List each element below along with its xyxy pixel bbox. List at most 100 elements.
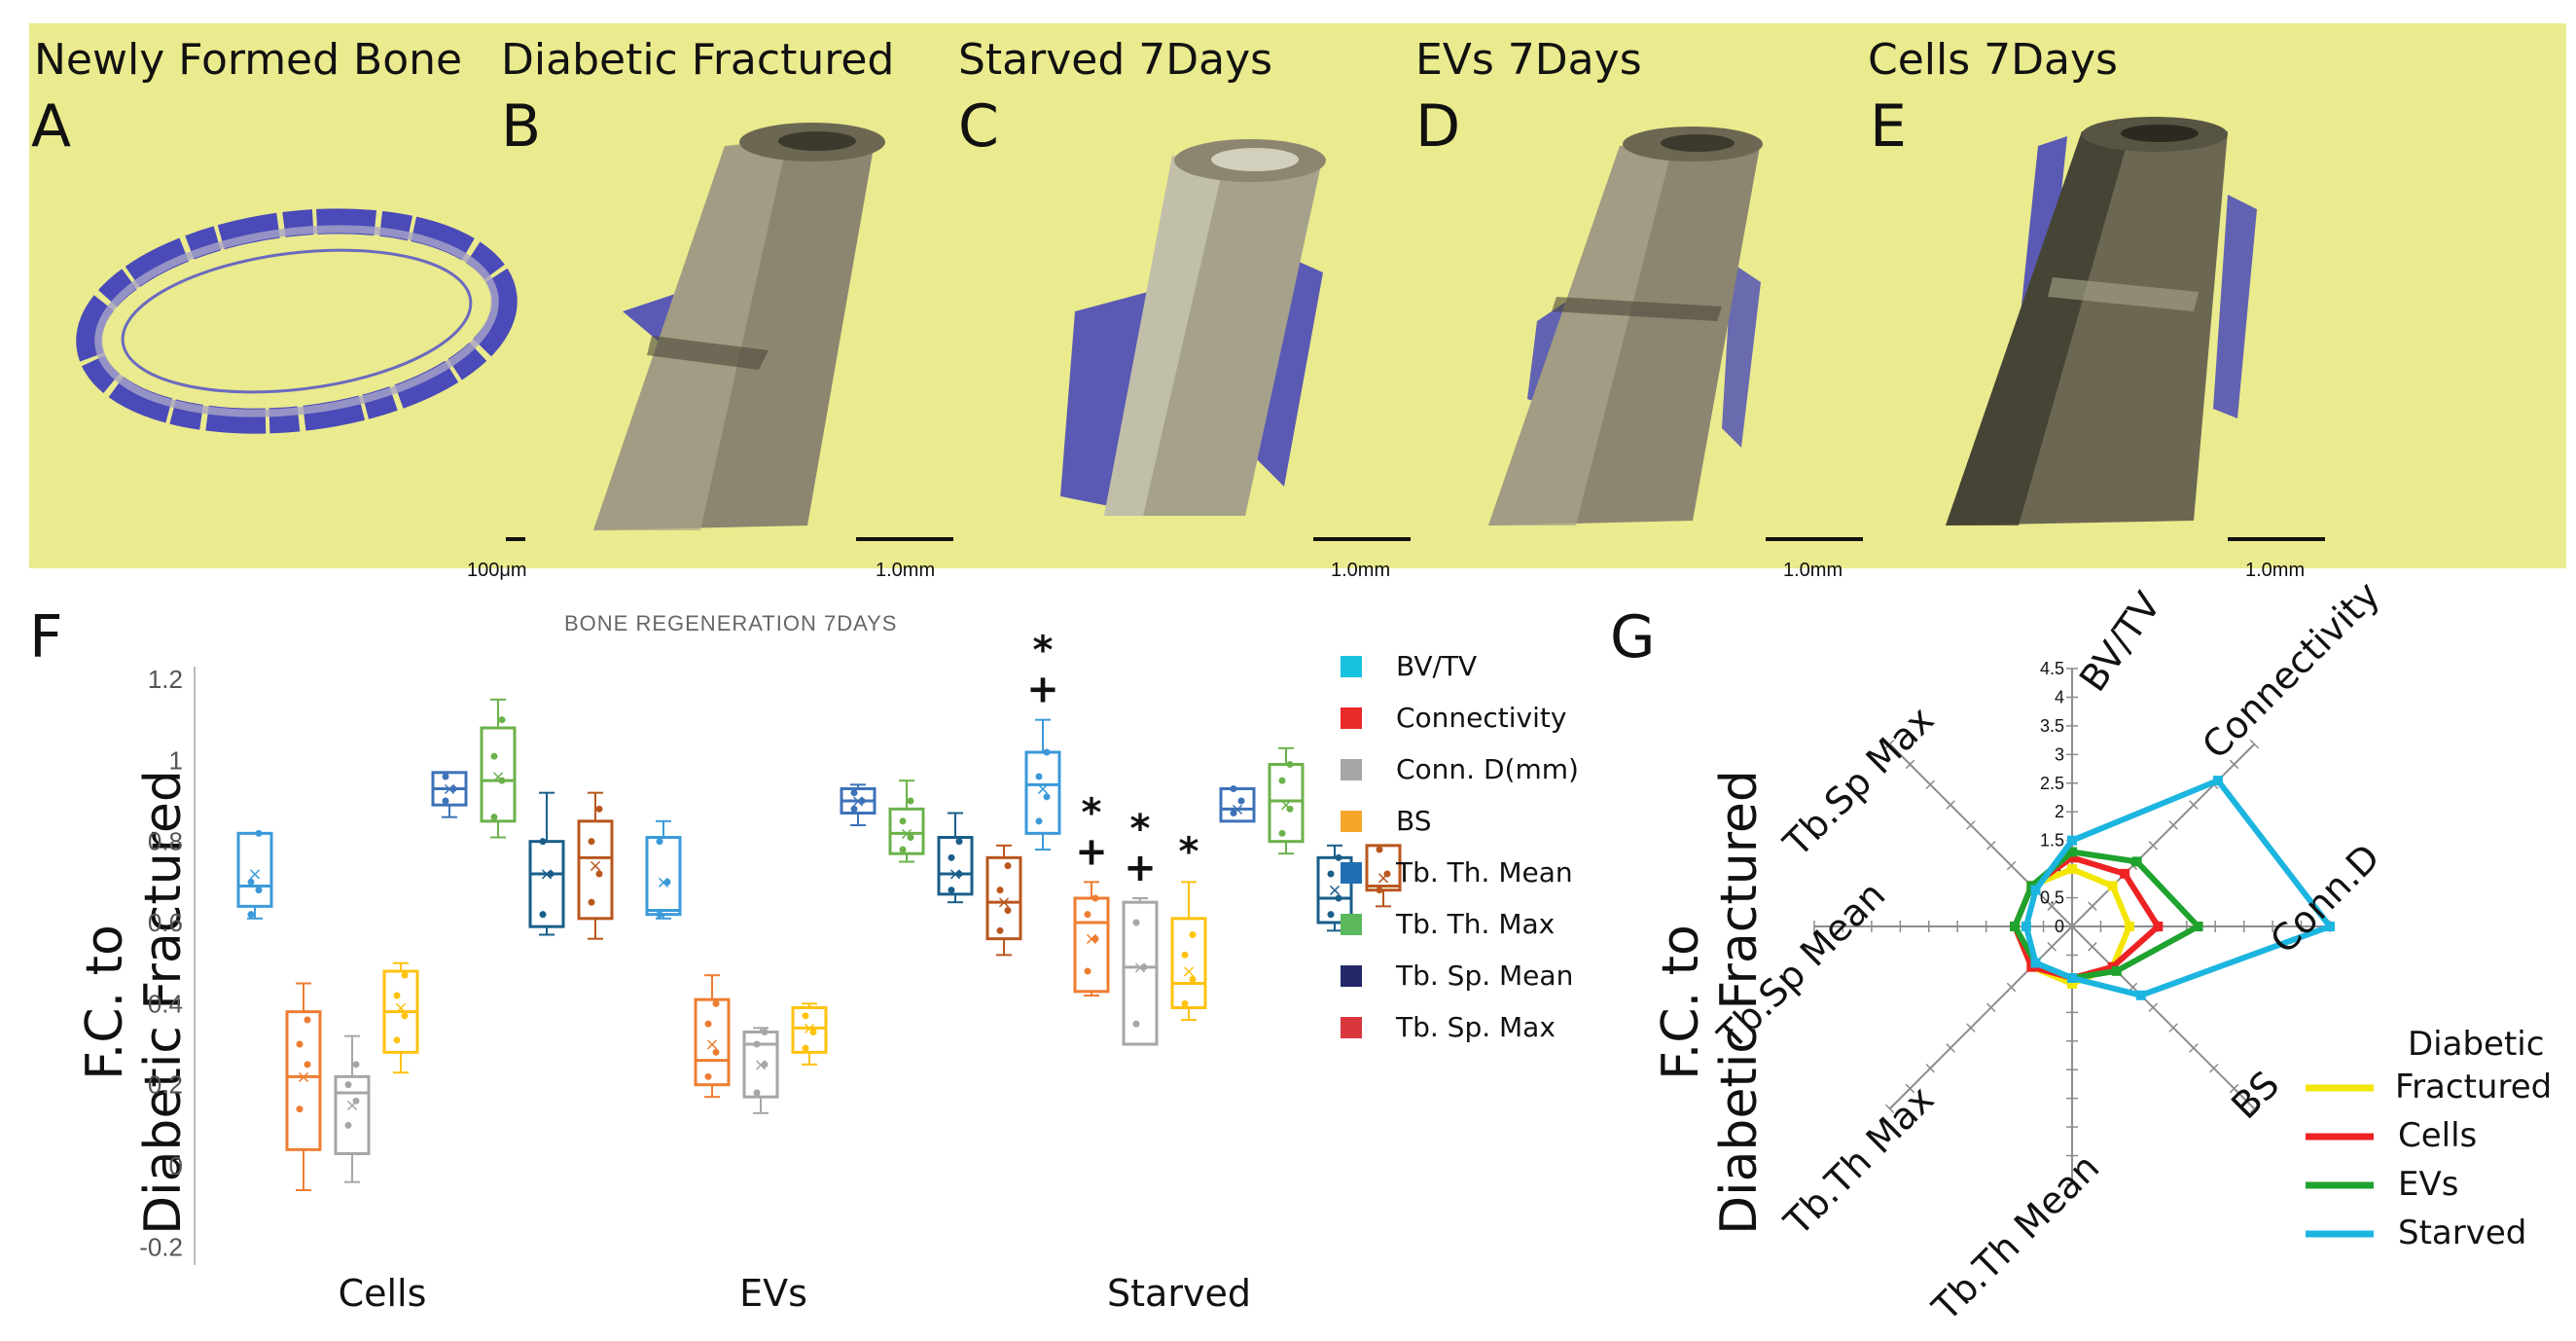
box-data-point <box>393 992 401 999</box>
legend-label-tb-th-max: Tb. Th. Max <box>1395 908 1555 940</box>
box-mean-marker: × <box>490 767 505 787</box>
legend-swatch-tb-sp-mean <box>1341 965 1362 987</box>
legend-label-tb-sp-max: Tb. Sp. Max <box>1395 1011 1556 1043</box>
group-label-evs: EVs <box>739 1272 807 1315</box>
cells-bone-image <box>1946 117 2257 526</box>
box-data-point <box>344 1081 352 1089</box>
radar-point <box>2212 776 2223 786</box>
radar-tick-label: 1.5 <box>2040 831 2064 851</box>
panel-c-scale-label: 1.0mm <box>1331 560 1390 581</box>
panel-a: Newly Formed Bone A 100μm <box>31 35 527 581</box>
box-data-point <box>1327 870 1335 878</box>
box-plot-title: BONE REGENERATION 7DAYS <box>564 611 897 635</box>
box-evs-bs: × <box>791 1002 828 1066</box>
legend-label-conn-d-mm: Conn. D(mm) <box>1396 753 1579 785</box>
radar-axis-label-bv-tv: BV/TV <box>2071 585 2169 700</box>
evs-bone-image <box>1488 127 1763 526</box>
box-data-point <box>498 716 506 724</box>
box-data-point <box>761 1029 769 1035</box>
box-data-point <box>1043 793 1051 801</box>
box-iqr <box>888 807 925 855</box>
box-data-point <box>1189 931 1197 938</box>
significance-marker: + <box>1026 668 1059 712</box>
radar-tick-label: 0.5 <box>2040 888 2064 908</box>
box-evs-tb-th-max: × <box>888 779 925 863</box>
legend-swatch-tb-th-mean <box>1341 862 1362 884</box>
radar-tick-label: 3.5 <box>2040 716 2064 736</box>
box-cells-bv-tv: × <box>236 829 273 920</box>
box-data-point <box>393 1036 401 1044</box>
radar-axis-label-tb-th-mean: Tb.Th Mean <box>1923 1145 2107 1329</box>
box-evs-conn-d-mm: × <box>742 1027 779 1114</box>
significance-marker: * <box>1130 807 1151 852</box>
radar-point <box>2111 965 2122 976</box>
box-iqr <box>1122 900 1159 1046</box>
box-evs-tb-th-mean: × <box>840 783 877 826</box>
radar-tick-mark <box>2229 759 2239 770</box>
significance-marker: * <box>1179 829 1199 874</box>
radar-tick-mark <box>2148 1002 2159 1013</box>
box-data-point <box>1335 853 1342 861</box>
box-mean-marker: × <box>344 1096 359 1116</box>
panel-a-scale-label: 100μm <box>467 560 527 581</box>
box-data-point <box>498 777 506 784</box>
radar-axis-label-tb-th-max: Tb.Th Max <box>1775 1077 1942 1244</box>
box-iqr <box>742 1031 779 1099</box>
box-data-point <box>802 1012 809 1020</box>
panel-e-title: Cells 7Days <box>1868 35 2118 85</box>
box-plot-ylabel-line2: Diabetic Fractured <box>134 770 193 1235</box>
box-data-point <box>1230 810 1237 816</box>
radar-tick-label: 0 <box>2055 917 2064 936</box>
box-data-point <box>996 887 1004 894</box>
significance-marker: * <box>1082 790 1102 835</box>
box-cells-tb-th-max: × <box>480 698 517 839</box>
box-mean-marker: × <box>704 1034 719 1055</box>
box-data-point <box>996 926 1004 934</box>
box-iqr <box>1024 750 1061 835</box>
box-data-point <box>1181 951 1189 959</box>
diabetic-fractured-bone-image <box>593 123 885 530</box>
radar-tick-mark <box>2088 942 2097 952</box>
box-iqr <box>791 1006 828 1054</box>
box-mean-marker: × <box>996 892 1011 913</box>
radar-tick-mark <box>1946 800 1955 810</box>
box-cells-connectivity: × <box>285 982 322 1191</box>
box-starved-tb-th-max: × <box>1268 746 1305 855</box>
box-data-point <box>442 797 449 805</box>
box-data-point <box>948 887 955 894</box>
box-data-point <box>1132 1020 1140 1028</box>
box-data-point <box>296 1105 304 1113</box>
box-cells-bs: × <box>382 961 419 1074</box>
box-mean-marker: × <box>1278 795 1293 815</box>
radar-tick-mark <box>2047 942 2057 952</box>
box-iqr <box>645 836 682 917</box>
radar-tick-mark <box>2208 1063 2219 1073</box>
panel-b-letter: B <box>501 92 541 161</box>
panel-b-scale-label: 1.0mm <box>876 560 935 581</box>
box-data-point <box>490 814 498 821</box>
box-data-point <box>247 878 255 886</box>
box-data-point <box>663 878 671 886</box>
box-data-point <box>753 1040 761 1048</box>
radar-axis-label-tb-sp-max: Tb.Sp Max <box>1774 698 1942 865</box>
radar-point <box>2067 847 2077 857</box>
box-mean-marker: × <box>588 856 602 877</box>
box-data-point <box>1140 963 1148 971</box>
panel-f-letter: F <box>29 603 63 671</box>
box-iqr <box>1170 917 1207 1009</box>
panel-c: Starved 7Days C 1.0mm <box>958 35 1411 581</box>
box-data-point <box>255 829 263 837</box>
box-starved-tb-th-mean: × <box>1219 785 1256 823</box>
box-data-point <box>352 1097 360 1105</box>
box-data-point <box>1278 777 1286 784</box>
box-evs-tb-sp-max: × <box>985 844 1022 957</box>
radar-point <box>2135 990 2146 1000</box>
legend-label-bs: BS <box>1396 805 1432 837</box>
box-data-point <box>1004 907 1012 914</box>
box-evs-tb-sp-mean: × <box>937 812 974 904</box>
panel-d-scale-label: 1.0mm <box>1783 560 1843 581</box>
box-data-point <box>712 999 720 1007</box>
box-data-point <box>539 911 547 919</box>
box-mean-marker: × <box>753 1055 768 1075</box>
box-iqr <box>1268 763 1305 844</box>
